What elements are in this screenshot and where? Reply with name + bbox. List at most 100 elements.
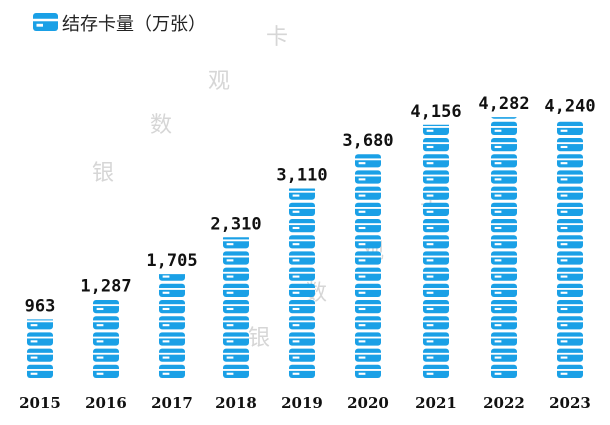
card-segment-icon bbox=[423, 364, 449, 378]
card-segment-icon bbox=[491, 316, 517, 330]
card-segment-icon bbox=[491, 235, 517, 249]
card-segment-icon bbox=[423, 348, 449, 362]
card-segment-icon bbox=[423, 332, 449, 346]
legend-card-icon bbox=[33, 13, 58, 31]
watermark-char: 银 bbox=[248, 326, 270, 351]
card-segment-icon bbox=[355, 235, 381, 249]
x-tick-2019: 2019 bbox=[281, 394, 323, 412]
card-segment-icon bbox=[289, 332, 315, 346]
bar-2015 bbox=[27, 319, 53, 378]
card-segment-icon bbox=[491, 332, 517, 346]
card-segment-icon bbox=[557, 202, 583, 216]
data-label-2023: 4,240 bbox=[544, 97, 595, 117]
card-segment-icon bbox=[289, 300, 315, 314]
data-label-2018: 2,310 bbox=[210, 214, 261, 234]
card-segment-icon bbox=[355, 170, 381, 184]
bar-2021 bbox=[423, 124, 449, 378]
card-segment-icon bbox=[159, 316, 185, 330]
card-segment-icon bbox=[557, 251, 583, 265]
bar-2022 bbox=[491, 117, 517, 378]
card-segment-icon bbox=[423, 251, 449, 265]
card-segment-icon bbox=[423, 235, 449, 249]
card-segment-icon bbox=[159, 274, 185, 281]
legend: 结存卡量（万张） bbox=[33, 13, 206, 35]
data-label-2016: 1,287 bbox=[80, 277, 131, 297]
card-segment-icon bbox=[423, 267, 449, 281]
x-tick-2022: 2022 bbox=[483, 394, 525, 412]
card-segment-icon bbox=[491, 138, 517, 152]
watermark-text-1: 银 数 观 卡 bbox=[92, 25, 288, 186]
card-segment-icon bbox=[289, 348, 315, 362]
card-segment-icon bbox=[355, 154, 381, 168]
card-segment-icon bbox=[423, 138, 449, 152]
watermark-text-2: 银数观卡 bbox=[248, 195, 442, 351]
data-label-2020: 3,680 bbox=[342, 131, 393, 151]
card-segment-icon bbox=[491, 348, 517, 362]
card-segment-icon bbox=[159, 283, 185, 297]
card-segment-icon bbox=[557, 364, 583, 378]
card-segment-icon bbox=[491, 202, 517, 216]
card-segment-icon bbox=[557, 300, 583, 314]
card-segment-icon bbox=[27, 364, 53, 378]
card-segment-icon bbox=[491, 117, 517, 119]
card-segment-icon bbox=[557, 332, 583, 346]
card-segment-icon bbox=[557, 186, 583, 200]
card-segment-icon bbox=[423, 186, 449, 200]
card-segment-icon bbox=[223, 300, 249, 314]
card-segment-icon bbox=[93, 332, 119, 346]
card-segment-icon bbox=[423, 124, 449, 135]
card-segment-icon bbox=[491, 283, 517, 297]
card-segment-icon bbox=[289, 283, 315, 297]
card-segment-icon bbox=[491, 121, 517, 135]
card-segment-icon bbox=[27, 348, 53, 362]
card-segment-icon bbox=[159, 348, 185, 362]
card-segment-icon bbox=[423, 202, 449, 216]
card-segment-icon bbox=[159, 332, 185, 346]
card-segment-icon bbox=[491, 251, 517, 265]
bars-layer bbox=[27, 117, 583, 378]
card-segment-icon bbox=[557, 121, 583, 135]
bar-2017 bbox=[159, 274, 185, 378]
data-labels-layer: 963 1,287 1,705 2,310 3,110 3,680 4,156 4,282 4,… bbox=[25, 94, 596, 316]
card-segment-icon bbox=[355, 316, 381, 330]
legend-label: 结存卡量（万张） bbox=[62, 14, 206, 35]
card-segment-icon bbox=[223, 332, 249, 346]
x-tick-2016: 2016 bbox=[85, 394, 127, 412]
watermark-char: 数 bbox=[150, 113, 172, 138]
card-segment-icon bbox=[289, 364, 315, 378]
card-segment-icon bbox=[289, 188, 315, 200]
card-segment-icon bbox=[491, 170, 517, 184]
x-tick-2021: 2021 bbox=[415, 394, 457, 412]
card-segment-icon bbox=[491, 364, 517, 378]
x-tick-2015: 2015 bbox=[19, 394, 61, 412]
data-label-2021: 4,156 bbox=[410, 102, 461, 122]
card-segment-icon bbox=[159, 364, 185, 378]
card-segment-icon bbox=[223, 267, 249, 281]
data-label-2017: 1,705 bbox=[146, 251, 197, 271]
card-segment-icon bbox=[557, 138, 583, 152]
card-segment-icon bbox=[557, 235, 583, 249]
card-segment-icon bbox=[27, 332, 53, 346]
bar-2020 bbox=[355, 154, 381, 378]
card-segment-icon bbox=[289, 219, 315, 233]
card-segment-icon bbox=[355, 219, 381, 233]
x-axis-ticks: 2015 2016 2017 2018 2019 2020 2021 2022 2023 bbox=[19, 394, 591, 412]
card-segment-icon bbox=[491, 267, 517, 281]
card-segment-icon bbox=[289, 235, 315, 249]
card-segment-icon bbox=[557, 219, 583, 233]
legend-swatch-icon bbox=[33, 13, 58, 31]
card-segment-icon bbox=[423, 219, 449, 233]
card-segment-icon bbox=[355, 202, 381, 216]
card-segment-icon bbox=[423, 300, 449, 314]
bar-2019 bbox=[289, 188, 315, 378]
x-tick-2017: 2017 bbox=[151, 394, 193, 412]
watermark-char: 卡 bbox=[266, 25, 288, 50]
card-segment-icon bbox=[93, 300, 119, 314]
card-segment-icon bbox=[159, 300, 185, 314]
card-segment-icon bbox=[355, 251, 381, 265]
bar-2016 bbox=[93, 300, 119, 378]
card-segment-icon bbox=[355, 348, 381, 362]
card-segment-icon bbox=[93, 316, 119, 330]
data-label-2022: 4,282 bbox=[478, 94, 529, 114]
